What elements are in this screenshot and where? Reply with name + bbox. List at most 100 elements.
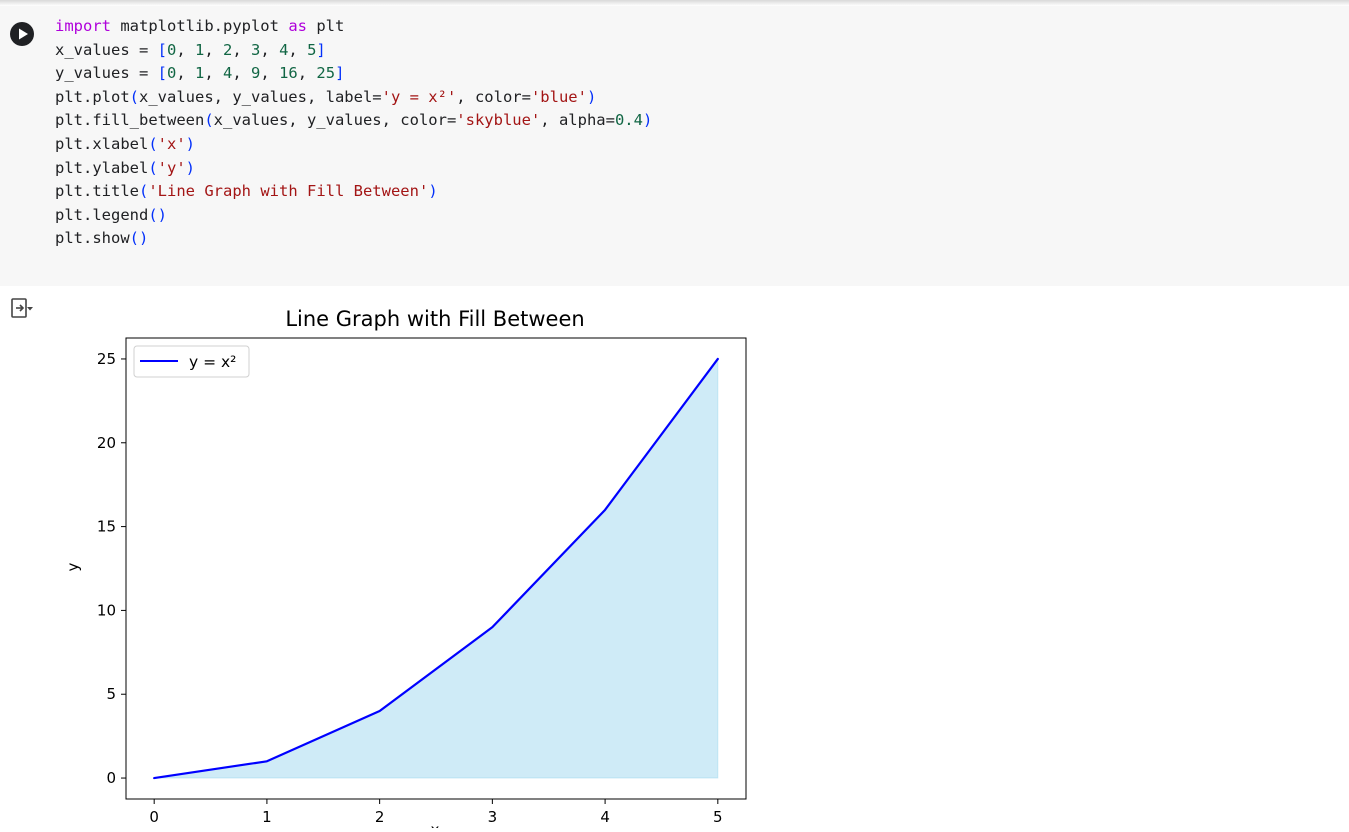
- code-line: plt.fill_between(x_values, y_values, col…: [55, 109, 652, 133]
- y-tick-label: 5: [106, 685, 116, 703]
- code-token: plt.xlabel: [55, 134, 149, 153]
- code-cell[interactable]: import matplotlib.pyplot as plt x_values …: [0, 6, 1349, 286]
- code-token: 9: [251, 64, 261, 83]
- code-token: ,: [204, 64, 224, 83]
- code-token: ,: [297, 64, 317, 83]
- code-line: plt.xlabel('x'): [55, 133, 652, 157]
- output-toggle-icon: [11, 298, 33, 318]
- code-token: matplotlib.pyplot: [111, 17, 289, 35]
- code-token: 1: [195, 40, 205, 59]
- code-token: ): [642, 111, 653, 130]
- x-tick-label: 3: [488, 808, 498, 826]
- play-icon: [19, 28, 28, 40]
- code-line: plt.ylabel('y'): [55, 157, 652, 181]
- code-token: plt.ylabel: [55, 158, 149, 177]
- code-token: ): [185, 134, 196, 153]
- code-token: x_values =: [55, 40, 158, 59]
- code-token: import: [55, 17, 111, 35]
- code-line: x_values = [0, 1, 2, 3, 4, 5]: [55, 39, 652, 63]
- x-tick-label: 2: [375, 808, 385, 826]
- code-token: 4: [279, 40, 289, 59]
- code-token: 'x': [157, 134, 186, 153]
- code-token: plt.show: [55, 229, 130, 248]
- code-line: import matplotlib.pyplot as plt: [55, 15, 652, 39]
- code-token: 'Line Graph with Fill Between': [148, 182, 429, 201]
- code-token: (: [148, 158, 158, 177]
- legend-label: y = x²: [189, 353, 236, 371]
- code-token: ,: [204, 40, 224, 59]
- code-token: ,: [288, 40, 308, 59]
- code-token: 0.4: [614, 111, 643, 130]
- code-token: (: [129, 87, 139, 106]
- code-token: (: [204, 111, 214, 130]
- code-token: ,: [260, 40, 280, 59]
- code-token: x_values, y_values, color=: [213, 111, 457, 130]
- x-tick-label: 0: [149, 808, 159, 826]
- code-token: ,: [176, 64, 196, 83]
- code-token: ,: [176, 40, 196, 59]
- code-token: y_values =: [55, 64, 158, 83]
- plot-area: [125, 337, 747, 800]
- code-token: plt: [306, 17, 345, 35]
- code-token: 16: [279, 64, 298, 83]
- code-token: 25: [316, 64, 336, 83]
- code-token: 'blue': [530, 87, 587, 106]
- code-token: [: [157, 40, 167, 59]
- legend: y = x²: [133, 345, 250, 378]
- x-axis-label: x: [431, 821, 440, 828]
- cell-top-border: [0, 0, 1349, 6]
- x-tick-label: 4: [600, 808, 610, 826]
- code-token: ,: [232, 64, 252, 83]
- output-figure: Line Graph with Fill Between 0 1 2 3 4 5 0 5 10 1…: [0, 290, 800, 832]
- y-tick-label: 10: [97, 601, 116, 619]
- x-tick-label: 5: [713, 808, 723, 826]
- y-tick-label: 15: [97, 518, 116, 536]
- code-token: 0: [167, 64, 177, 83]
- code-token: ,: [232, 40, 252, 59]
- code-token: 4: [223, 64, 233, 83]
- code-token: as: [288, 17, 307, 35]
- legend-box: [133, 345, 250, 378]
- code-token: [: [157, 64, 167, 83]
- code-line: plt.show(): [55, 227, 652, 251]
- line-fill-chart: Line Graph with Fill Between 0 1 2 3 4 5 0 5 10 1…: [64, 307, 747, 832]
- code-line: plt.legend(): [55, 204, 652, 228]
- code-token: , alpha=: [540, 111, 615, 130]
- code-line: plt.title('Line Graph with Fill Between'…: [55, 180, 652, 204]
- code-token: , color=: [456, 87, 531, 106]
- code-token: (): [148, 205, 167, 224]
- code-token: ]: [335, 64, 345, 83]
- x-tick-label: 1: [262, 808, 272, 826]
- code-token: plt.plot: [55, 87, 130, 106]
- code-token: plt.title: [55, 182, 139, 201]
- code-token: ,: [260, 64, 280, 83]
- code-token: plt.legend: [55, 205, 149, 224]
- y-tick-label: 0: [106, 769, 116, 787]
- code-token: ): [428, 182, 438, 201]
- code-token: 5: [307, 40, 317, 59]
- code-line: y_values = [0, 1, 4, 9, 16, 25]: [55, 62, 652, 86]
- output-toggle-button[interactable]: [9, 295, 35, 321]
- code-token: ): [586, 87, 597, 106]
- code-token: 'skyblue': [456, 111, 541, 130]
- code-token: ]: [316, 40, 326, 59]
- code-token: 1: [195, 64, 205, 83]
- code-token: (): [129, 229, 149, 248]
- y-axis-label: y: [64, 562, 82, 571]
- code-token: 0: [167, 40, 177, 59]
- code-token: 2: [223, 40, 233, 59]
- code-token: (: [148, 134, 158, 153]
- code-token: (: [139, 182, 149, 201]
- series-line: [153, 357, 719, 780]
- chart-title: Line Graph with Fill Between: [285, 307, 584, 331]
- code-token: 3: [251, 40, 261, 59]
- code-line: plt.plot(x_values, y_values, label='y = …: [55, 86, 652, 110]
- y-tick-label: 20: [97, 434, 116, 452]
- run-cell-button[interactable]: [10, 22, 34, 46]
- y-tick-label: 25: [97, 350, 116, 368]
- code-token: x_values, y_values, label=: [139, 87, 382, 106]
- code-token: plt.fill_between: [55, 111, 205, 130]
- code-token: ): [185, 158, 196, 177]
- code-token: 'y = x²': [381, 87, 457, 106]
- code-editor[interactable]: import matplotlib.pyplot as plt x_values …: [55, 15, 652, 251]
